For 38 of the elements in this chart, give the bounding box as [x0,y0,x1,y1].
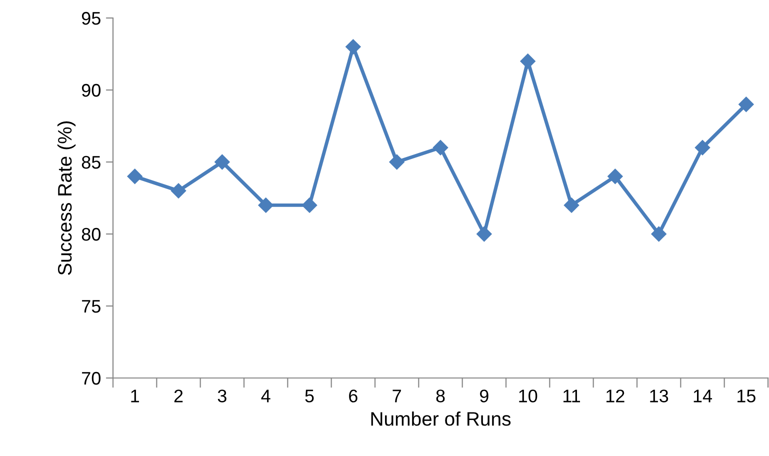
point [346,39,361,54]
x-tick-label: 13 [650,390,668,402]
point [476,226,492,242]
x-tick-label: 10 [519,390,538,402]
point [608,168,623,184]
y-tick-label: 75 [82,300,100,313]
x-tick-label: 4 [261,390,270,402]
point [258,198,274,213]
point [520,54,536,69]
point [564,198,580,213]
x-tick-label: 12 [606,390,624,402]
point [170,183,186,198]
point [302,198,318,213]
point [694,140,710,156]
point [389,154,404,170]
x-tick-label: 7 [392,390,401,402]
x-tick-label: 8 [436,390,445,402]
y-tick-label: 70 [82,372,100,385]
point [214,154,230,170]
x-tick-label: 5 [305,390,314,402]
y-tick-label: 85 [82,156,100,169]
x-tick-label: 6 [349,390,358,402]
point [432,140,448,156]
y-axis-title: Success Rate (%) [57,121,76,275]
x-tick-label: 9 [480,390,488,402]
x-axis-title: Number of Runs [371,412,511,426]
y-tick-label: 90 [82,84,100,97]
x-tick-label: 2 [174,390,183,402]
y-tick-label: 95 [82,12,100,25]
point [651,226,666,242]
point [127,168,142,184]
y-tick-label: 80 [82,228,100,241]
x-tick-label: 14 [694,390,712,402]
x-tick-label: 11 [564,390,580,402]
x-tick-label: 15 [738,390,756,402]
point [738,96,754,112]
x-tick-label: 3 [218,390,226,402]
x-tick-label: 1 [131,390,139,402]
